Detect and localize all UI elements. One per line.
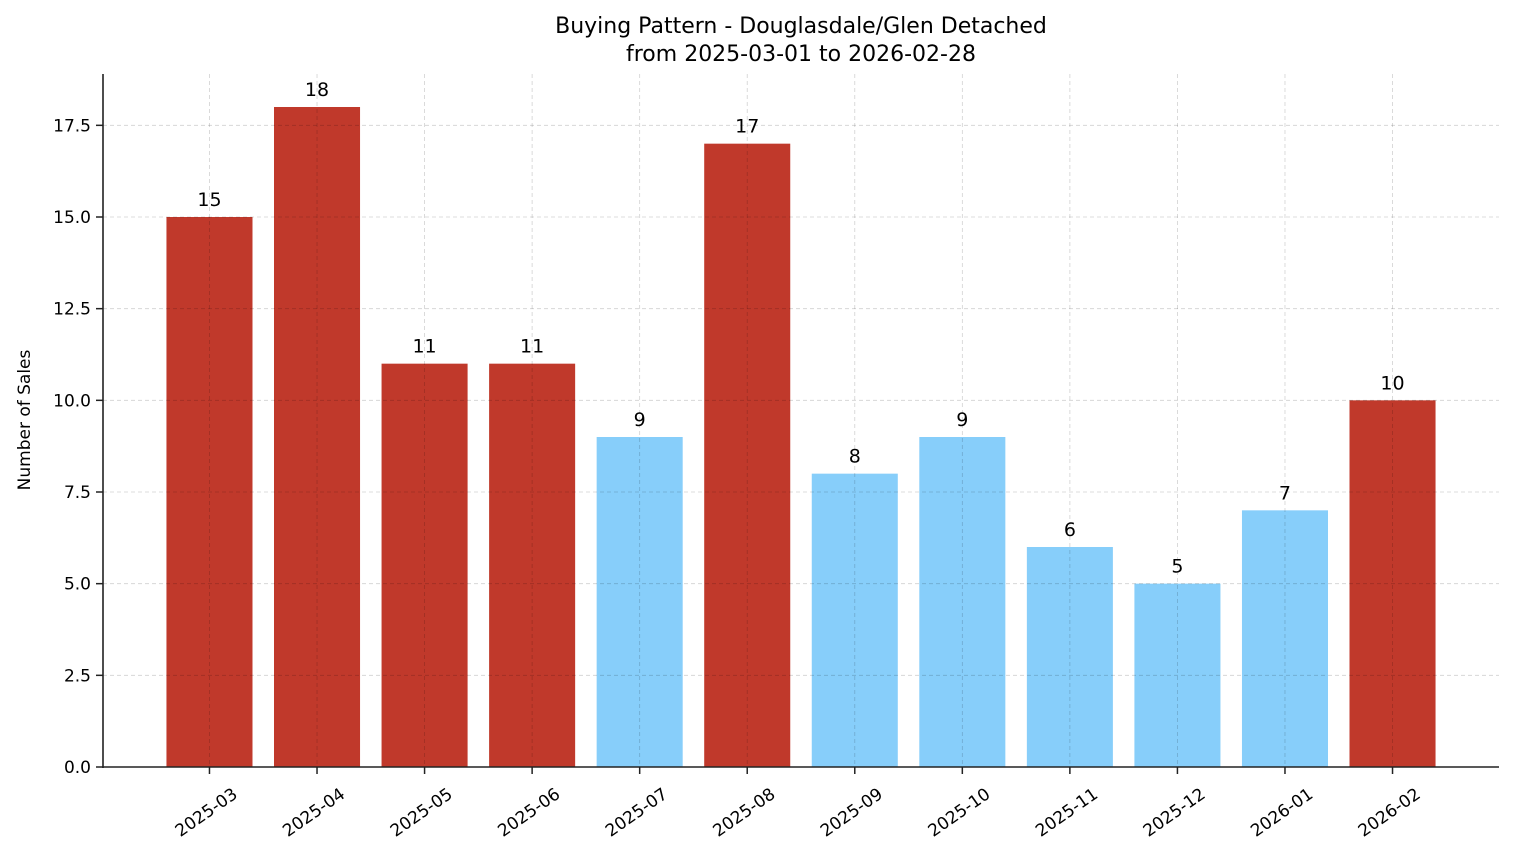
data-label: 5 [1171,556,1183,578]
data-label: 10 [1380,372,1404,394]
data-label: 18 [305,79,329,101]
x-tick-label: 2025-05 [387,784,457,841]
x-tick-label: 2025-08 [710,784,780,841]
x-tick-label: 2025-07 [602,784,672,841]
x-tick-label: 2025-09 [817,784,887,841]
y-tick-label: 7.5 [64,483,91,503]
y-tick-label: 10.0 [53,391,91,411]
chart-title: Buying Pattern - Douglasdale/Glen Detach… [555,14,1047,39]
data-label: 7 [1279,482,1291,504]
bar-2025-06 [489,363,576,767]
y-tick-label: 0.0 [64,758,91,778]
bar-2025-12 [1134,583,1221,767]
y-tick-label: 15.0 [53,208,91,228]
y-tick-label: 17.5 [53,116,91,136]
y-tick-label: 12.5 [53,300,91,320]
x-tick-label: 2026-02 [1355,784,1425,841]
y-tick-label: 2.5 [64,666,91,686]
data-label: 9 [956,409,968,431]
x-tick-label: 2025-06 [494,784,564,841]
data-label: 11 [412,336,436,358]
data-label: 15 [197,189,221,211]
bar-2025-08 [704,143,791,767]
bar-2025-10 [919,437,1006,767]
bar-2025-07 [596,437,683,767]
bar-2025-03 [166,217,253,767]
bar-2026-01 [1241,510,1328,767]
x-tick-label: 2025-10 [925,784,995,841]
y-axis-label: Number of Sales [15,349,35,490]
bar-2025-04 [274,107,361,767]
y-tick-label: 5.0 [64,575,91,595]
bar-2025-09 [811,473,898,767]
x-tick-label: 2025-04 [279,784,349,841]
data-label: 11 [520,336,544,358]
bar-2026-02 [1349,400,1436,767]
x-tick-label: 2025-12 [1140,784,1210,841]
data-label: 17 [735,116,759,138]
bar-2025-05 [381,363,468,767]
x-tick-label: 2026-01 [1247,784,1317,841]
x-tick-label: 2025-03 [172,784,242,841]
data-label: 8 [849,446,861,468]
data-label: 9 [634,409,646,431]
data-label: 6 [1064,519,1076,541]
chart-subtitle: from 2025-03-01 to 2026-02-28 [626,42,976,67]
bar-2025-11 [1026,547,1113,767]
x-tick-label: 2025-11 [1032,784,1102,841]
